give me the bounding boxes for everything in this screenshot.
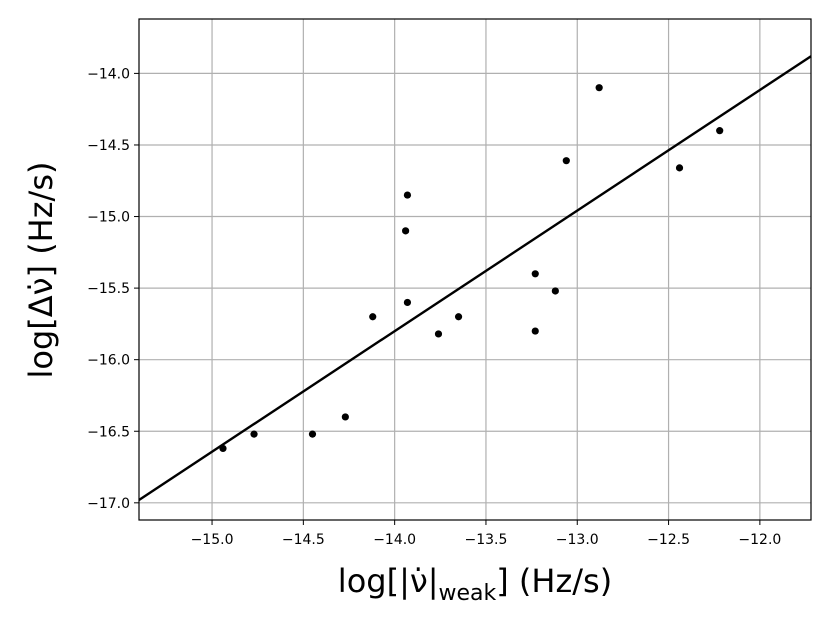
fit-line [138, 55, 812, 501]
x-axis-label-pre: log[|ν̇| [338, 562, 439, 600]
data-point [716, 127, 724, 135]
data-point [341, 413, 349, 421]
x-axis-ticks: −15.0 −14.5 −14.0 −13.5 −13.0 −12.5 −12.0 [191, 520, 781, 548]
grid [139, 19, 811, 520]
data-point [250, 430, 258, 438]
data-point [219, 444, 227, 453]
data-point [531, 327, 539, 335]
data-point [675, 164, 684, 172]
x-axis-label: log[|ν̇|weak] (Hz/s) [338, 562, 612, 606]
data-point [434, 330, 443, 338]
y-tick-label: −15.0 [87, 210, 130, 226]
x-axis-label-post: ] (Hz/s) [496, 562, 612, 600]
data-point [369, 313, 377, 321]
data-point [595, 84, 603, 92]
fit-line-group [138, 55, 812, 501]
y-axis-label: log[Δν̇] (Hz/s) [22, 162, 60, 379]
x-tick-label: −15.0 [191, 532, 234, 548]
x-tick-label: −12.5 [647, 532, 690, 548]
data-point [403, 191, 412, 199]
y-tick-label: −14.0 [87, 66, 130, 82]
data-points [219, 84, 724, 453]
data-point [531, 270, 539, 278]
x-tick-label: −12.0 [738, 532, 781, 548]
y-tick-label: −16.5 [87, 424, 130, 440]
data-point [454, 313, 463, 321]
plot-frame [138, 18, 812, 521]
data-point [562, 157, 570, 165]
x-axis-label-sub: weak [439, 581, 497, 606]
x-tick-label: −14.0 [373, 532, 416, 548]
data-point [308, 430, 317, 438]
data-point [402, 227, 410, 235]
y-tick-label: −16.0 [87, 353, 130, 369]
data-point [551, 287, 559, 295]
y-axis-ticks: −17.0 −16.5 −16.0 −15.5 −15.0 −14.5 −14.0 [87, 66, 139, 512]
y-tick-label: −15.5 [87, 281, 130, 297]
y-tick-label: −17.0 [87, 496, 130, 512]
x-tick-label: −14.5 [282, 532, 325, 548]
y-tick-label: −14.5 [87, 138, 130, 154]
data-point [403, 298, 412, 307]
x-tick-label: −13.0 [556, 532, 599, 548]
x-tick-label: −13.5 [465, 532, 508, 548]
